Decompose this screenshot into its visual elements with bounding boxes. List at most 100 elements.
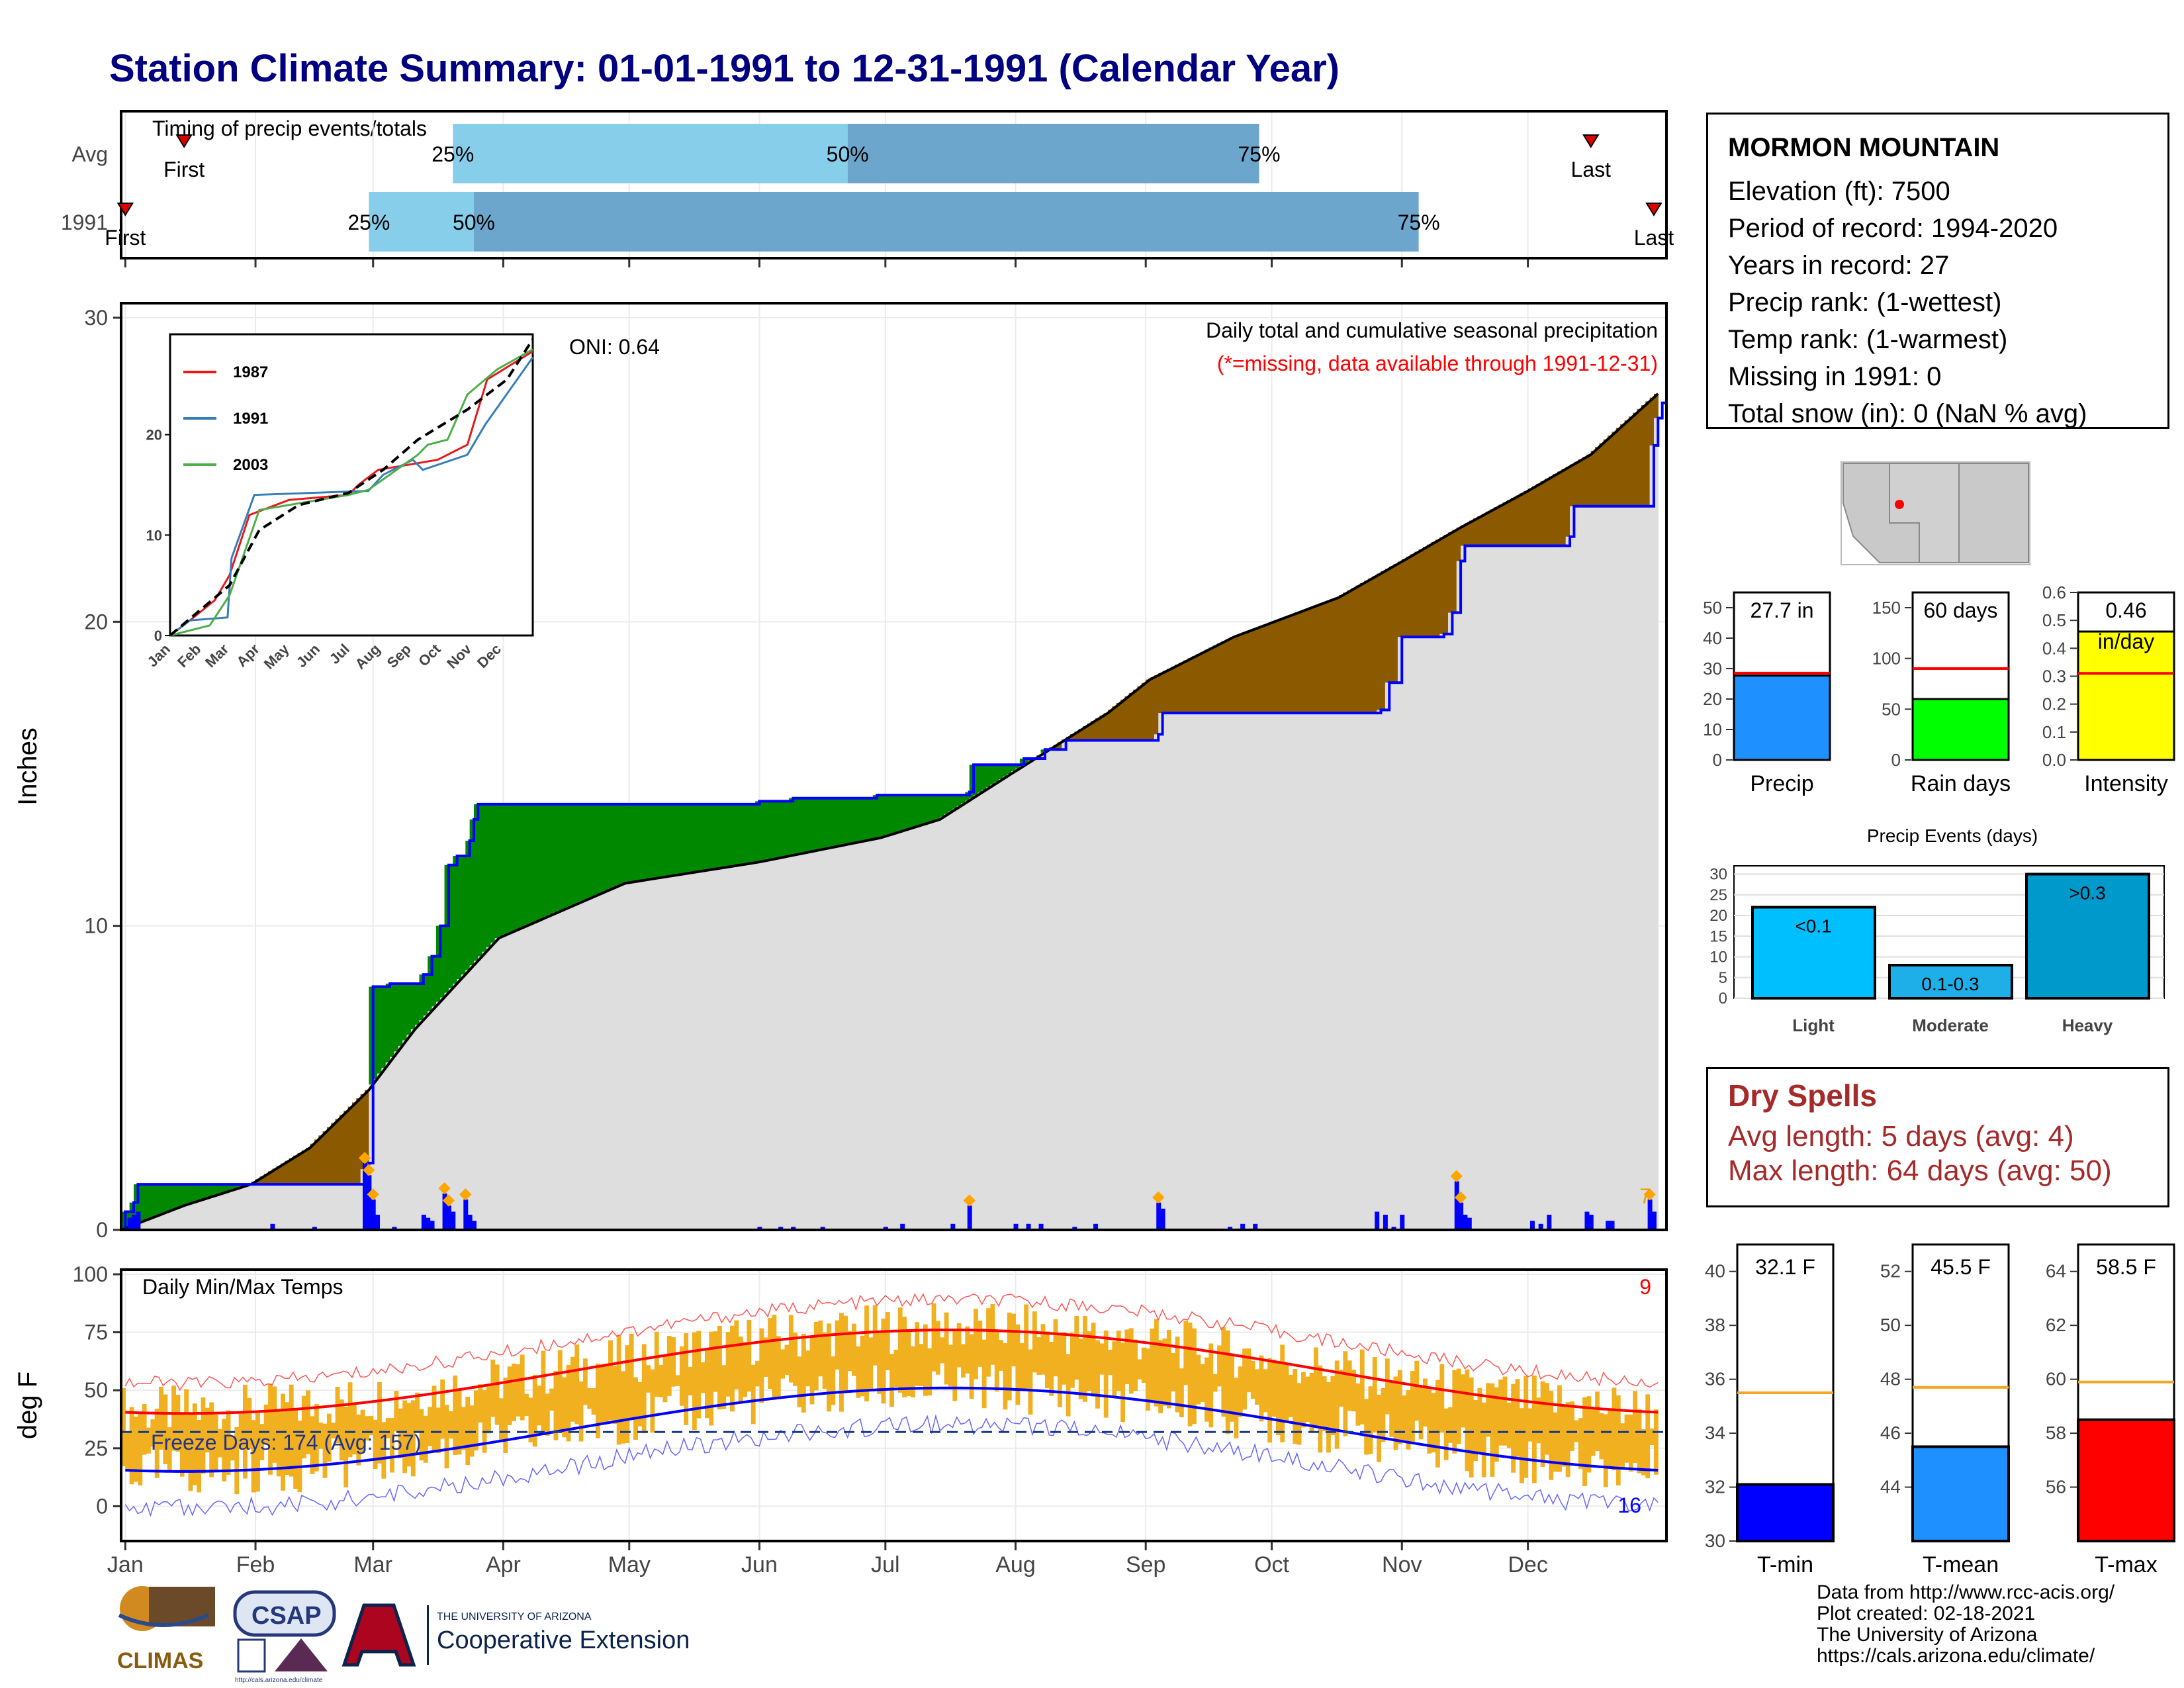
precip-area <box>398 1045 403 1230</box>
events-category-label: Moderate <box>1912 1015 1989 1035</box>
precip-diff-area <box>272 1168 277 1185</box>
precip-diff-area <box>578 804 584 902</box>
precip-area <box>381 1068 387 1230</box>
daily-temp-range-bar <box>952 1329 958 1401</box>
precip-diff-area <box>1633 412 1638 506</box>
precip-diff-area <box>1443 534 1449 634</box>
precip-diff-area <box>759 801 764 861</box>
precip-diff-area <box>268 1171 273 1185</box>
daily-temp-range-bar <box>612 1366 617 1425</box>
precip-diff-area <box>662 804 668 877</box>
precip-area <box>1385 682 1390 1230</box>
precip-diff-area <box>217 1184 222 1194</box>
precip-diff-area <box>1293 613 1298 714</box>
daily-temp-range-bar <box>1561 1405 1567 1467</box>
precip-area <box>297 1184 302 1230</box>
gauge-ytick-label: 0.2 <box>2042 694 2066 714</box>
daily-temp-range-bar <box>1553 1412 1558 1472</box>
precip-area <box>428 1011 433 1230</box>
daily-temp-range-bar <box>578 1381 584 1442</box>
precip-diff-area <box>566 804 571 908</box>
daily-temp-range-bar <box>856 1346 861 1398</box>
precip-area <box>1540 545 1545 1230</box>
daily-temp-range-bar <box>805 1350 811 1387</box>
precip-diff-area <box>516 804 521 929</box>
daily-precip-bar <box>1538 1223 1543 1230</box>
precip-area <box>1284 713 1289 1230</box>
daily-precip-bar <box>136 1211 141 1230</box>
daily-temp-range-bar <box>1078 1338 1083 1399</box>
precip-area <box>1330 713 1336 1230</box>
daily-temp-range-bar <box>512 1363 516 1421</box>
precip-diff-area <box>1091 721 1096 741</box>
precip-area <box>1275 713 1281 1230</box>
daily-temp-range-bar <box>1431 1393 1436 1453</box>
precip-area <box>1250 713 1255 1230</box>
precip-area <box>566 907 571 1230</box>
precip-diff-area <box>981 765 987 790</box>
daily-precip-bar <box>451 1211 456 1230</box>
precip-diff-area <box>1187 658 1193 714</box>
daily-precip-bar <box>1547 1215 1552 1230</box>
precip-area <box>1036 759 1042 1230</box>
daily-temp-range-bar <box>234 1427 240 1495</box>
daily-temp-range-bar <box>494 1364 500 1425</box>
precip-diff-area <box>1339 594 1344 714</box>
daily-temp-range-bar <box>1275 1362 1281 1436</box>
precip-note: (*=missing, data available through 1991-… <box>1217 352 1658 375</box>
precip-diff-area <box>1255 627 1260 714</box>
daily-temp-range-bar <box>600 1365 605 1425</box>
precip-area <box>734 865 739 1230</box>
daily-precip-bar <box>1647 1199 1653 1230</box>
precip-area <box>541 917 546 1230</box>
daily-temp-range-bar <box>582 1358 588 1405</box>
daily-temp-range-bar <box>268 1383 273 1475</box>
precip-area <box>1212 713 1218 1230</box>
daily-temp-range-bar <box>154 1409 159 1478</box>
daily-temp-range-bar <box>809 1336 815 1405</box>
precip-diff-area <box>1427 544 1432 637</box>
precip-area <box>356 1184 361 1230</box>
precip-area <box>1406 637 1411 1230</box>
daily-precip-bar <box>757 1227 762 1230</box>
precip-area <box>902 829 907 1230</box>
daily-temp-range-bar <box>940 1337 945 1364</box>
precip-diff-area <box>1158 673 1163 714</box>
daily-temp-range-bar <box>1524 1376 1529 1478</box>
precip-diff-area <box>1205 649 1209 714</box>
heavy-day-marker <box>438 1182 451 1195</box>
precip-area <box>826 847 831 1230</box>
precip-area <box>1452 612 1457 1230</box>
precip-area <box>201 1199 206 1230</box>
daily-temp-range-bar <box>675 1375 680 1386</box>
daily-precip-bar <box>1463 1215 1468 1230</box>
daily-temp-range-bar <box>725 1332 731 1397</box>
precip-diff-area <box>1364 581 1369 714</box>
precip-diff-area <box>700 804 705 871</box>
precip-area <box>919 824 924 1230</box>
precip-area <box>175 1207 181 1230</box>
precip-area <box>1372 713 1377 1230</box>
precip-diff-area <box>595 804 600 894</box>
precip-area <box>743 864 748 1230</box>
precip-diff-area <box>684 804 689 874</box>
precip-diff-area <box>201 1184 206 1199</box>
precip-area <box>263 1184 269 1230</box>
precip-area <box>1481 545 1486 1230</box>
precip-area <box>306 1184 311 1230</box>
daily-temp-range-bar <box>877 1331 882 1394</box>
precip-diff-area <box>1217 643 1222 714</box>
tgauge-ytick-label: 36 <box>1705 1369 1725 1389</box>
daily-temp-range-bar <box>1318 1365 1323 1453</box>
precip-diff-area <box>1389 566 1394 683</box>
daily-temp-range-bar <box>1414 1360 1420 1421</box>
daily-temp-range-bar <box>864 1305 869 1402</box>
daily-temp-range-bar <box>1024 1304 1029 1389</box>
daily-temp-range-bar <box>625 1345 630 1443</box>
temp-panel: 0 25 50 75 100 deg F Daily Min/Max Temps Fre… <box>13 1262 1668 1542</box>
daily-precip-bar <box>1072 1227 1077 1230</box>
tgauge-bar <box>1736 1483 1835 1542</box>
precip-diff-area <box>179 1184 185 1206</box>
precip-diff-area <box>1486 511 1491 546</box>
precip-area <box>1465 545 1470 1230</box>
